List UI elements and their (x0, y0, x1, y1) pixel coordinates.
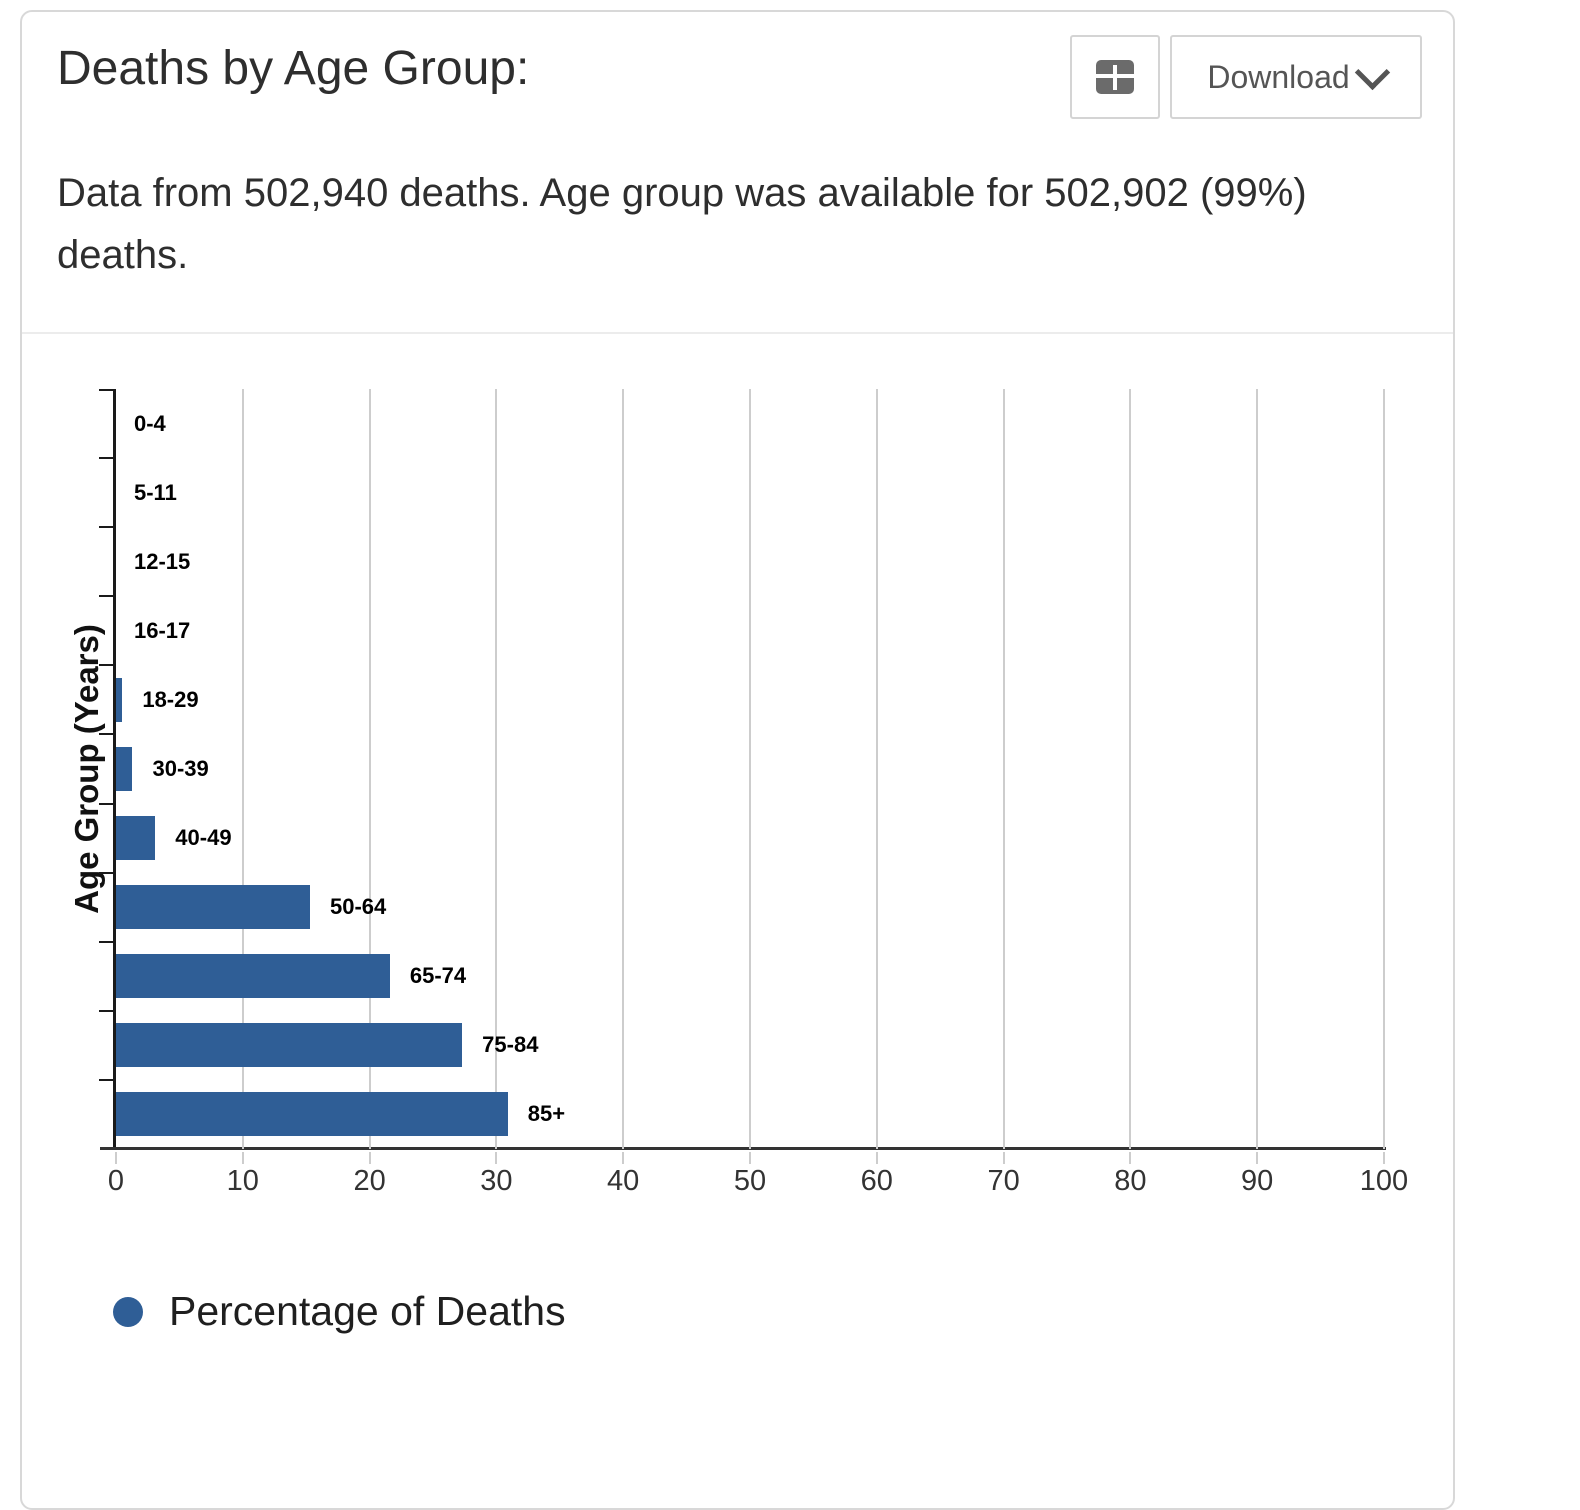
x-gridline (749, 389, 751, 1149)
bar-label-30-39: 30-39 (152, 756, 209, 781)
bar-label-5-11: 5-11 (134, 479, 177, 505)
y-axis-tick (99, 526, 113, 528)
x-gridline (1129, 389, 1132, 1149)
bar-75-84[interactable] (116, 1023, 463, 1068)
bar-label-0-4: 0-4 (134, 410, 166, 436)
header-divider (22, 332, 1453, 334)
x-axis-tick-label: 50 (733, 1165, 767, 1197)
bar-30-39[interactable] (116, 747, 133, 791)
x-axis-tick (1256, 1152, 1259, 1164)
y-axis-line (113, 389, 116, 1149)
bar-50-64[interactable] (116, 885, 310, 930)
x-axis-tick-label: 60 (860, 1165, 893, 1197)
y-axis-tick (99, 1079, 113, 1081)
x-axis-tick (241, 1152, 244, 1164)
legend-label: Percentage of Deaths (169, 1288, 566, 1334)
bar-85+[interactable] (116, 1092, 508, 1137)
x-axis-tick-label: 90 (1241, 1165, 1274, 1197)
x-axis-tick (622, 1152, 625, 1164)
x-gridline (875, 389, 878, 1149)
bar-label-12-15: 12-15 (134, 548, 191, 574)
x-axis-tick (749, 1152, 751, 1164)
x-axis-tick (1383, 1152, 1385, 1164)
y-axis-tick (99, 389, 113, 391)
bar-40-49[interactable] (116, 816, 156, 861)
bar-chart: Age Group (Years) 0 10 20 30 40 50 60 70 80 90 100… (22, 334, 1453, 1374)
subtitle-line-1: Data from 502,940 deaths. Age group was … (57, 171, 1307, 215)
x-gridline (241, 389, 244, 1149)
x-gridline (1383, 389, 1385, 1149)
x-axis-line (100, 1147, 1386, 1150)
y-axis-tick (99, 872, 113, 874)
bar-18-29[interactable] (116, 677, 123, 722)
x-axis-tick-label: 100 (1359, 1165, 1409, 1197)
x-axis-tick (368, 1152, 371, 1164)
x-axis-tick (1129, 1152, 1132, 1164)
y-axis-title: Age Group (Years) (68, 624, 105, 914)
x-gridline (368, 389, 371, 1149)
table-icon (1096, 60, 1134, 94)
y-axis-tick (99, 457, 113, 459)
x-axis-tick (495, 1152, 498, 1164)
page-title: Deaths by Age Group: (57, 42, 530, 95)
y-axis-tick (99, 664, 113, 666)
bar-label-18-29: 18-29 (142, 686, 199, 712)
x-axis-tick (1002, 1152, 1005, 1164)
y-axis-tick (99, 941, 113, 943)
y-axis-tick (99, 595, 113, 597)
x-axis-tick-label: 30 (480, 1165, 513, 1197)
x-axis-tick (115, 1152, 117, 1164)
table-view-button[interactable] (1070, 35, 1160, 119)
bar-label-50-64: 50-64 (330, 894, 387, 920)
x-axis-tick-label: 40 (607, 1165, 640, 1197)
chevron-down-icon (1354, 54, 1390, 90)
x-axis-tick-label: 70 (987, 1165, 1020, 1197)
chart-subtitle: Data from 502,940 deaths. Age group was … (57, 162, 1307, 286)
download-button-label: Download (1207, 58, 1350, 95)
x-axis-tick-label: 20 (353, 1165, 386, 1197)
x-axis-tick-label: 0 (107, 1165, 125, 1197)
bar-label-65-74: 65-74 (409, 963, 467, 989)
chart-card: Deaths by Age Group: Download Data from … (20, 10, 1455, 1510)
x-axis-tick-label: 80 (1114, 1165, 1147, 1197)
y-axis-tick (99, 733, 113, 735)
subtitle-line-2: deaths. (57, 233, 189, 277)
download-button[interactable]: Download (1170, 35, 1422, 119)
bar-label-16-17: 16-17 (134, 617, 191, 643)
x-gridline (495, 389, 498, 1149)
x-gridline (622, 389, 625, 1149)
bar-65-74[interactable] (116, 954, 390, 999)
y-axis-tick (99, 1010, 113, 1012)
bar-label-85+: 85+ (527, 1101, 566, 1127)
x-gridline (1002, 389, 1005, 1149)
plot-area: 0 10 20 30 40 50 60 70 80 90 100 0-4 5-11 12-15 16-17 1… (99, 389, 1408, 1197)
x-axis-tick (875, 1152, 878, 1164)
y-axis-tick (99, 803, 113, 805)
legend-marker-dot (113, 1296, 143, 1327)
legend-item-percentage-of-deaths[interactable]: Percentage of Deaths (113, 1288, 566, 1335)
x-axis-tick-label: 10 (226, 1165, 259, 1197)
x-gridline (1256, 389, 1259, 1149)
bar-label-40-49: 40-49 (175, 825, 232, 851)
bar-label-75-84: 75-84 (482, 1032, 539, 1058)
